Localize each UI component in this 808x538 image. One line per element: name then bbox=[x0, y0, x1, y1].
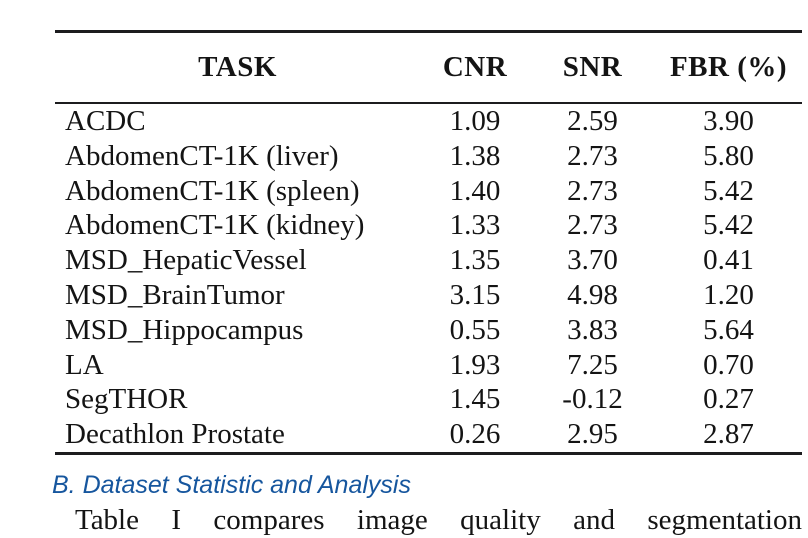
cnr-cell: 1.33 bbox=[449, 209, 501, 242]
snr-cell: 3.70 bbox=[567, 244, 618, 277]
column-header-snr: SNR bbox=[562, 51, 623, 83]
fbr-cell: 0.27 bbox=[703, 383, 754, 416]
cnr-cell: 1.93 bbox=[449, 348, 501, 381]
task-cell: MSD_Hippocampus bbox=[65, 313, 304, 346]
cnr-cell: 0.55 bbox=[449, 313, 501, 346]
task-cell: AbdomenCT-1K (liver) bbox=[65, 139, 339, 172]
table-row: AbdomenCT-1K (liver) 1.38 2.73 5.80 bbox=[55, 139, 802, 174]
table-body: ACDC 1.09 2.59 3.90 AbdomenCT-1K (liver)… bbox=[55, 104, 802, 452]
fbr-cell: 5.42 bbox=[703, 174, 754, 207]
table-row: MSD_HepaticVessel 1.35 3.70 0.41 bbox=[55, 243, 802, 278]
snr-cell: 2.73 bbox=[567, 139, 618, 172]
table-bottom-rule bbox=[55, 452, 802, 455]
snr-cell: 4.98 bbox=[567, 278, 618, 311]
snr-cell: -0.12 bbox=[562, 383, 623, 416]
table-row: ACDC 1.09 2.59 3.90 bbox=[55, 104, 802, 139]
fbr-cell: 1.20 bbox=[703, 278, 754, 311]
task-cell: SegTHOR bbox=[65, 383, 188, 416]
snr-cell: 2.73 bbox=[567, 209, 618, 242]
snr-cell: 2.59 bbox=[567, 105, 618, 137]
task-cell: ACDC bbox=[65, 105, 146, 137]
cnr-cell: 1.09 bbox=[449, 105, 501, 137]
snr-cell: 2.95 bbox=[567, 418, 618, 451]
cnr-cell: 1.35 bbox=[449, 244, 501, 277]
fbr-cell: 5.42 bbox=[703, 209, 754, 242]
table-row: Decathlon Prostate 0.26 2.95 2.87 bbox=[55, 417, 802, 452]
section-heading: B. Dataset Statistic and Analysis bbox=[52, 471, 411, 499]
column-header-fbr: FBR (%) bbox=[669, 51, 788, 83]
task-cell: AbdomenCT-1K (spleen) bbox=[65, 174, 360, 207]
cnr-cell: 1.38 bbox=[449, 139, 501, 172]
cnr-cell: 1.45 bbox=[449, 383, 501, 416]
fbr-cell: 0.70 bbox=[703, 348, 754, 381]
task-cell: LA bbox=[65, 348, 104, 381]
table-row: SegTHOR 1.45 -0.12 0.27 bbox=[55, 382, 802, 417]
table-row: MSD_Hippocampus 0.55 3.83 5.64 bbox=[55, 313, 802, 348]
fbr-cell: 5.80 bbox=[703, 139, 754, 172]
cnr-cell: 3.15 bbox=[449, 278, 501, 311]
column-header-cnr: CNR bbox=[442, 51, 508, 83]
table-header-rule bbox=[55, 102, 802, 104]
fbr-cell: 0.41 bbox=[703, 244, 754, 277]
cnr-cell: 1.40 bbox=[449, 174, 501, 207]
body-paragraph: Table I compares image quality and segme… bbox=[75, 504, 802, 536]
table-row: LA 1.93 7.25 0.70 bbox=[55, 348, 802, 383]
task-cell: MSD_HepaticVessel bbox=[65, 244, 307, 277]
fbr-cell: 3.90 bbox=[703, 105, 754, 137]
table-row: AbdomenCT-1K (spleen) 1.40 2.73 5.42 bbox=[55, 174, 802, 209]
task-cell: Decathlon Prostate bbox=[65, 418, 285, 451]
table-row: MSD_BrainTumor 3.15 4.98 1.20 bbox=[55, 278, 802, 313]
snr-cell: 2.73 bbox=[567, 174, 618, 207]
table-top-rule bbox=[55, 30, 802, 33]
table-header-row: TASK CNR SNR FBR (%) bbox=[55, 33, 802, 102]
column-header-task: TASK bbox=[198, 51, 277, 83]
snr-cell: 3.83 bbox=[567, 313, 618, 346]
cnr-cell: 0.26 bbox=[449, 418, 501, 451]
table-row: AbdomenCT-1K (kidney) 1.33 2.73 5.42 bbox=[55, 208, 802, 243]
task-cell: AbdomenCT-1K (kidney) bbox=[65, 209, 365, 242]
task-cell: MSD_BrainTumor bbox=[65, 278, 285, 311]
fbr-cell: 2.87 bbox=[703, 418, 754, 451]
snr-cell: 7.25 bbox=[567, 348, 618, 381]
fbr-cell: 5.64 bbox=[703, 313, 754, 346]
